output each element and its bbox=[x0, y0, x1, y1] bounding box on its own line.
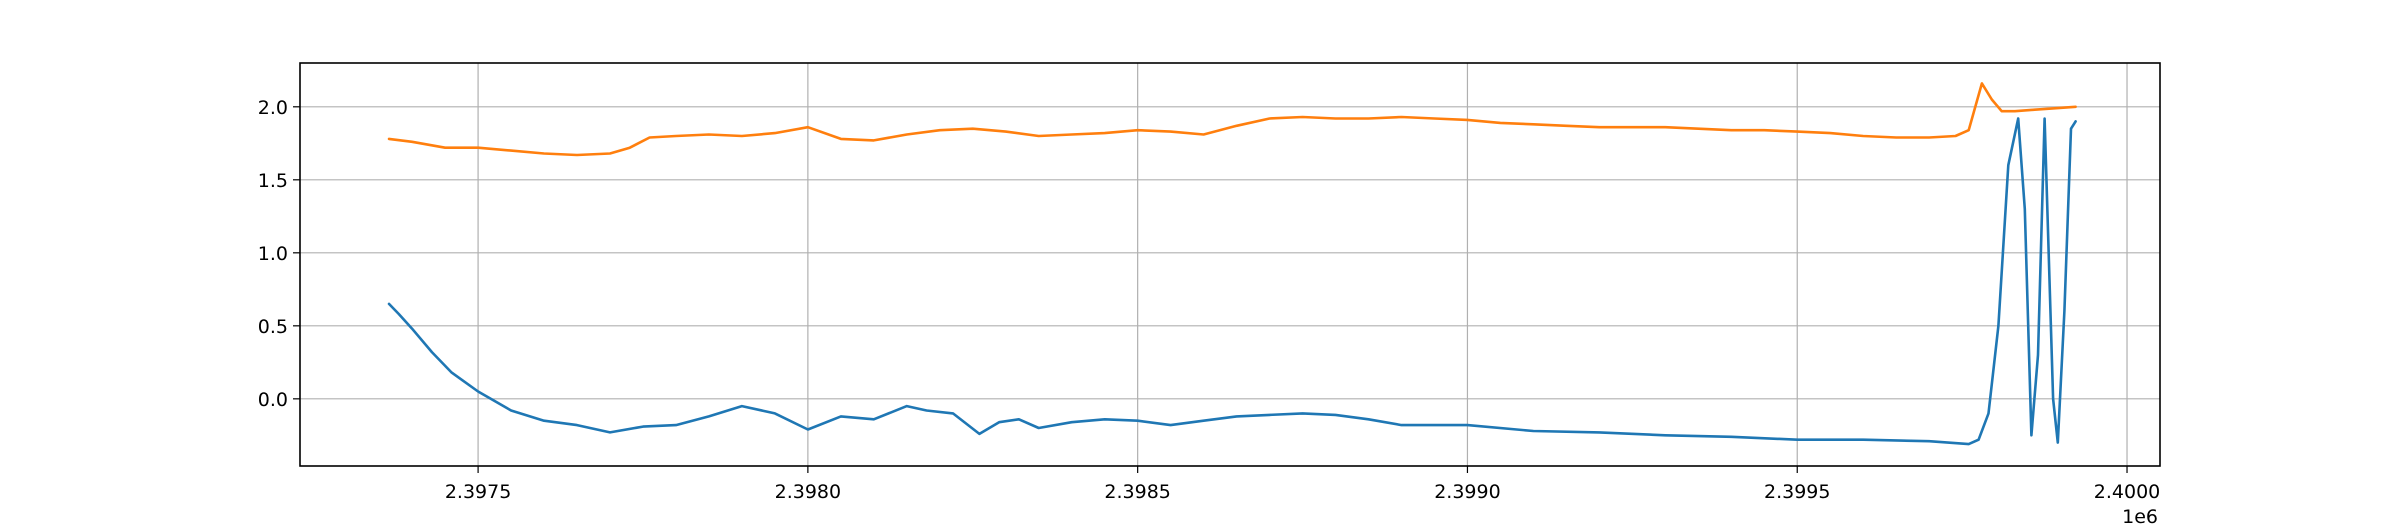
x-tick-label: 2.3990 bbox=[1434, 481, 1500, 503]
y-tick-label: 1.5 bbox=[258, 170, 288, 192]
x-offset-label: 1e6 bbox=[2122, 506, 2158, 525]
y-tick-label: 0.0 bbox=[258, 389, 288, 411]
y-tick-label: 2.0 bbox=[258, 97, 288, 119]
plot-frame bbox=[299, 62, 2161, 467]
series-line-2 bbox=[387, 82, 2077, 157]
y-tick-label: 0.5 bbox=[258, 316, 288, 338]
series-line-1 bbox=[387, 117, 2077, 446]
axis-ticks: 2.3975 2.3980 2.3985 2.3990 2.3995 2.4000 0.0 0… bbox=[258, 97, 2160, 503]
series-lines bbox=[387, 82, 2077, 446]
x-tick-label: 2.3985 bbox=[1104, 481, 1170, 503]
x-tick-label: 2.4000 bbox=[2094, 481, 2160, 503]
x-tick-label: 2.3975 bbox=[445, 481, 511, 503]
plot-background bbox=[300, 63, 2160, 466]
x-tick-label: 2.3995 bbox=[1764, 481, 1830, 503]
x-tick-label: 2.3980 bbox=[775, 481, 841, 503]
y-tick-label: 1.0 bbox=[258, 243, 288, 265]
